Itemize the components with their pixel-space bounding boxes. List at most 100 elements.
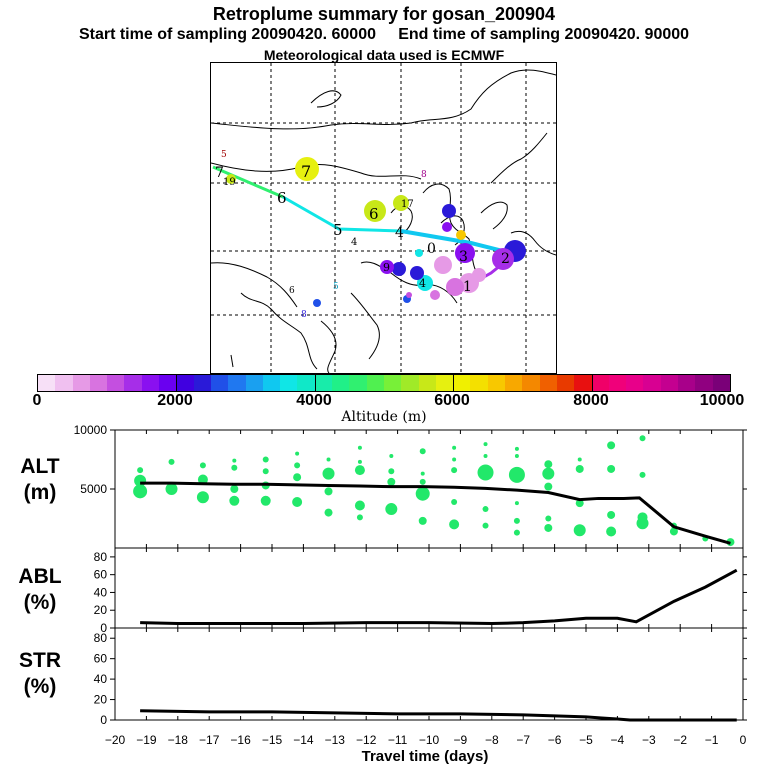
x-tick-label: −9 bbox=[454, 733, 468, 747]
x-tick-label: −17 bbox=[199, 733, 220, 747]
abl-label-text: ABL bbox=[18, 565, 62, 588]
altitude-scatter-point bbox=[229, 495, 240, 506]
colorbar-cell bbox=[38, 375, 56, 391]
x-tick-label: −10 bbox=[419, 733, 440, 747]
x-tick-label: −5 bbox=[579, 733, 593, 747]
x-tick-label: −18 bbox=[168, 733, 189, 747]
altitude-scatter-point bbox=[573, 524, 586, 537]
altitude-scatter-point bbox=[389, 453, 394, 458]
altitude-scatter-point bbox=[388, 468, 395, 475]
plume-marker bbox=[492, 248, 514, 270]
x-tick-label: −13 bbox=[325, 733, 346, 747]
altitude-scatter-point bbox=[514, 501, 519, 506]
map-label-9: 9 bbox=[383, 261, 390, 274]
y-tick-label: 10000 bbox=[74, 423, 108, 437]
altitude-scatter-point bbox=[231, 464, 238, 471]
colorbar-cell bbox=[297, 375, 315, 391]
colorbar-cell bbox=[124, 375, 142, 391]
alt-series-line bbox=[140, 481, 731, 545]
plume-marker bbox=[313, 299, 321, 307]
trajectory-segment bbox=[282, 195, 402, 233]
y-tick-label: 80 bbox=[94, 631, 108, 645]
altitude-scatter-point bbox=[513, 529, 520, 536]
map-label-5: 5 bbox=[333, 221, 343, 239]
altitude-scatter-point bbox=[387, 477, 396, 486]
colorbar-cell bbox=[522, 375, 540, 391]
plume-marker bbox=[434, 256, 452, 274]
colorbar-divider bbox=[314, 375, 316, 391]
altitude-scatter-point bbox=[513, 517, 520, 524]
str-label-text: STR bbox=[19, 649, 61, 672]
retroplume-map: 7 7 6 6 5 4 4 0 3 2 1 4 9 17 19 5 8 6 5 … bbox=[210, 62, 557, 374]
x-tick-label: −15 bbox=[262, 733, 283, 747]
map-label-6b: 6 bbox=[369, 205, 379, 223]
colorbar-cell bbox=[435, 375, 454, 391]
altitude-scatter-point bbox=[545, 515, 552, 522]
colorbar-cell bbox=[366, 375, 384, 391]
altitude-scatter-point bbox=[607, 510, 616, 519]
altitude-scatter-point bbox=[324, 487, 333, 496]
x-tick-label: −12 bbox=[356, 733, 377, 747]
y-tick-label: 0 bbox=[100, 713, 107, 727]
altitude-scatter-point bbox=[639, 435, 646, 442]
map-label-17: 17 bbox=[401, 199, 414, 210]
altitude-scatter-point bbox=[482, 522, 489, 529]
colorbar-cell bbox=[262, 375, 281, 391]
altitude-scatter-point bbox=[419, 478, 426, 485]
abl-panel-label: ABL (%) bbox=[5, 564, 75, 616]
altitude-scatter-point bbox=[232, 458, 237, 463]
altitude-scatter-point bbox=[326, 457, 331, 462]
str-panel-label: STR (%) bbox=[5, 648, 75, 700]
x-tick-label: −20 bbox=[105, 733, 126, 747]
map-label-4: 4 bbox=[351, 237, 357, 248]
x-tick-label: −16 bbox=[230, 733, 251, 747]
colorbar-label: Altitude (m) bbox=[341, 409, 427, 425]
colorbar-cell bbox=[712, 375, 730, 391]
y-tick-label: 60 bbox=[94, 652, 108, 666]
plume-marker bbox=[410, 266, 424, 280]
colorbar-cell bbox=[349, 375, 367, 391]
colorbar-cell bbox=[89, 375, 108, 391]
colorbar-cell bbox=[176, 375, 194, 391]
colorbar-cell bbox=[556, 375, 575, 391]
altitude-scatter-point bbox=[385, 503, 398, 516]
map-label-2: 2 bbox=[501, 251, 510, 267]
x-tick-label: 0 bbox=[740, 733, 747, 747]
map-label-8: 8 bbox=[421, 170, 427, 180]
map-label-7: 7 bbox=[215, 165, 224, 181]
x-tick-label: −6 bbox=[548, 733, 562, 747]
y-tick-label: 20 bbox=[94, 693, 108, 707]
x-tick-label: −8 bbox=[485, 733, 499, 747]
plume-marker bbox=[295, 157, 319, 181]
colorbar-cell bbox=[660, 375, 678, 391]
colorbar-cell bbox=[453, 375, 471, 391]
map-time-labels: 7 7 6 6 5 4 4 0 3 2 1 4 9 17 19 5 8 6 5 … bbox=[215, 150, 510, 320]
colorbar-cell bbox=[107, 375, 125, 391]
altitude-scatter-point bbox=[544, 523, 553, 532]
plume-marker bbox=[364, 200, 386, 222]
x-tick-label: −1 bbox=[705, 733, 719, 747]
colorbar-cell bbox=[418, 375, 436, 391]
y-tick-label: 5000 bbox=[80, 482, 107, 496]
colorbar-cell bbox=[193, 375, 211, 391]
altitude-scatter-point bbox=[168, 458, 175, 465]
altitude-scatter-point bbox=[508, 466, 525, 483]
map-label-5c: 5 bbox=[333, 282, 339, 292]
altitude-scatter-point bbox=[197, 474, 208, 485]
trajectory-segment bbox=[212, 165, 284, 199]
plume-marker bbox=[226, 174, 236, 184]
altitude-scatter-point bbox=[477, 464, 494, 481]
colorbar-cell bbox=[626, 375, 644, 391]
colorbar-tick: 8000 bbox=[573, 392, 609, 409]
y-tick-label: 80 bbox=[94, 550, 108, 564]
altitude-scatter-point bbox=[544, 482, 553, 491]
altitude-scatter-point bbox=[451, 498, 458, 505]
y-tick-label: 40 bbox=[94, 585, 108, 599]
sampling-times: Start time of sampling 20090420. 60000 E… bbox=[0, 26, 768, 44]
colorbar-cell bbox=[383, 375, 402, 391]
plume-marker bbox=[472, 268, 486, 282]
colorbar-cell bbox=[141, 375, 160, 391]
panel-frame bbox=[114, 429, 744, 549]
colorbar-cell bbox=[210, 375, 229, 391]
x-axis-label: Travel time (days) bbox=[361, 748, 489, 765]
